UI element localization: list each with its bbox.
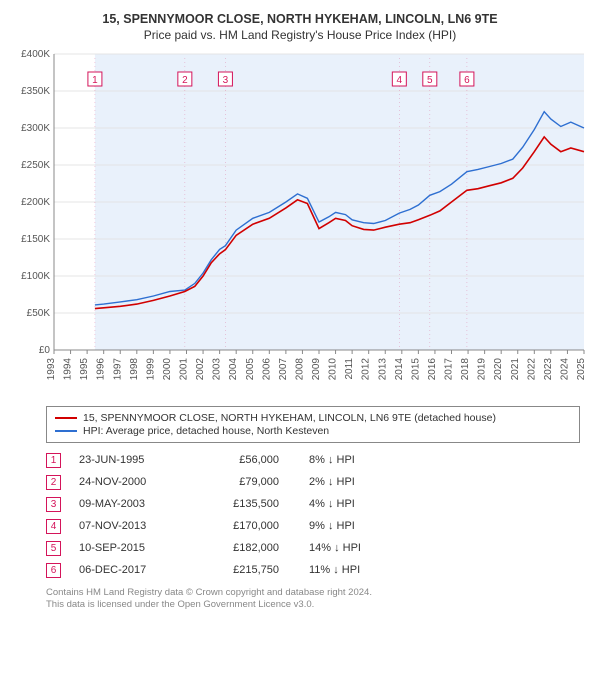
svg-text:1995: 1995 xyxy=(79,358,90,381)
footer-line2: This data is licensed under the Open Gov… xyxy=(46,599,580,611)
footer: Contains HM Land Registry data © Crown c… xyxy=(46,587,580,611)
title-line2: Price paid vs. HM Land Registry's House … xyxy=(10,28,590,42)
marker-icon: 6 xyxy=(46,563,61,578)
svg-text:£250K: £250K xyxy=(21,160,50,171)
svg-text:2015: 2015 xyxy=(410,358,421,381)
svg-text:2003: 2003 xyxy=(212,358,223,381)
svg-text:2016: 2016 xyxy=(427,358,438,381)
svg-text:4: 4 xyxy=(397,75,403,86)
legend-label-blue: HPI: Average price, detached house, Nort… xyxy=(83,425,329,437)
tx-price: £170,000 xyxy=(209,520,309,532)
svg-text:1: 1 xyxy=(92,75,98,86)
svg-text:£350K: £350K xyxy=(21,86,50,97)
tx-delta: 9% ↓ HPI xyxy=(309,520,419,532)
svg-text:1999: 1999 xyxy=(145,358,156,381)
legend-swatch-blue xyxy=(55,430,77,432)
price-chart: £0 £50K £100K £150K £200K £250K £300K £350K £400… xyxy=(10,48,590,398)
svg-text:5: 5 xyxy=(427,75,433,86)
svg-text:2019: 2019 xyxy=(477,358,488,381)
tx-price: £215,750 xyxy=(209,564,309,576)
svg-text:2006: 2006 xyxy=(261,358,272,381)
svg-text:2020: 2020 xyxy=(493,358,504,381)
marker-icon: 2 xyxy=(46,475,61,490)
svg-text:2011: 2011 xyxy=(344,358,355,380)
tx-date: 10-SEP-2015 xyxy=(79,542,209,554)
tx-price: £182,000 xyxy=(209,542,309,554)
tx-date: 24-NOV-2000 xyxy=(79,476,209,488)
svg-text:2012: 2012 xyxy=(361,358,372,381)
marker-icon: 4 xyxy=(46,519,61,534)
chart-title-block: 15, SPENNYMOOR CLOSE, NORTH HYKEHAM, LIN… xyxy=(10,12,590,42)
svg-text:£0: £0 xyxy=(39,345,51,356)
svg-text:1998: 1998 xyxy=(129,358,140,381)
svg-text:2007: 2007 xyxy=(278,358,289,381)
svg-text:£200K: £200K xyxy=(21,197,50,208)
svg-text:2025: 2025 xyxy=(576,358,587,381)
legend-item-red: 15, SPENNYMOOR CLOSE, NORTH HYKEHAM, LIN… xyxy=(55,412,571,424)
marker-icon: 1 xyxy=(46,453,61,468)
table-row: 2 24-NOV-2000£79,0002% ↓ HPI xyxy=(46,471,580,493)
marker-icon: 5 xyxy=(46,541,61,556)
tx-price: £79,000 xyxy=(209,476,309,488)
svg-text:£50K: £50K xyxy=(27,308,51,319)
tx-price: £135,500 xyxy=(209,498,309,510)
svg-text:6: 6 xyxy=(464,75,470,86)
table-row: 5 10-SEP-2015£182,00014% ↓ HPI xyxy=(46,537,580,559)
legend-swatch-red xyxy=(55,417,77,419)
svg-text:2013: 2013 xyxy=(377,358,388,381)
svg-text:£400K: £400K xyxy=(21,49,50,60)
svg-text:2004: 2004 xyxy=(228,358,239,381)
svg-text:2: 2 xyxy=(182,75,188,86)
tx-date: 23-JUN-1995 xyxy=(79,454,209,466)
svg-text:1996: 1996 xyxy=(96,358,107,381)
svg-text:2008: 2008 xyxy=(294,358,305,381)
marker-icon: 3 xyxy=(46,497,61,512)
table-row: 4 07-NOV-2013£170,0009% ↓ HPI xyxy=(46,515,580,537)
legend: 15, SPENNYMOOR CLOSE, NORTH HYKEHAM, LIN… xyxy=(46,406,580,443)
svg-text:£100K: £100K xyxy=(21,271,50,282)
legend-label-red: 15, SPENNYMOOR CLOSE, NORTH HYKEHAM, LIN… xyxy=(83,412,496,424)
tx-delta: 8% ↓ HPI xyxy=(309,454,419,466)
svg-text:2023: 2023 xyxy=(543,358,554,381)
table-row: 1 23-JUN-1995£56,0008% ↓ HPI xyxy=(46,449,580,471)
svg-text:1994: 1994 xyxy=(63,358,74,381)
svg-text:1993: 1993 xyxy=(46,358,57,381)
tx-price: £56,000 xyxy=(209,454,309,466)
footer-line1: Contains HM Land Registry data © Crown c… xyxy=(46,587,580,599)
svg-text:2001: 2001 xyxy=(179,358,190,381)
title-line1: 15, SPENNYMOOR CLOSE, NORTH HYKEHAM, LIN… xyxy=(10,12,590,26)
svg-text:£300K: £300K xyxy=(21,123,50,134)
svg-text:3: 3 xyxy=(223,75,229,86)
tx-delta: 11% ↓ HPI xyxy=(309,564,419,576)
tx-delta: 14% ↓ HPI xyxy=(309,542,419,554)
svg-text:2024: 2024 xyxy=(559,358,570,381)
svg-text:2009: 2009 xyxy=(311,358,322,381)
table-row: 6 06-DEC-2017£215,75011% ↓ HPI xyxy=(46,559,580,581)
svg-text:£150K: £150K xyxy=(21,234,50,245)
tx-delta: 4% ↓ HPI xyxy=(309,498,419,510)
svg-text:2000: 2000 xyxy=(162,358,173,381)
legend-item-blue: HPI: Average price, detached house, Nort… xyxy=(55,425,571,437)
tx-date: 06-DEC-2017 xyxy=(79,564,209,576)
tx-date: 09-MAY-2003 xyxy=(79,498,209,510)
svg-text:2021: 2021 xyxy=(510,358,521,381)
table-row: 3 09-MAY-2003£135,5004% ↓ HPI xyxy=(46,493,580,515)
svg-text:2005: 2005 xyxy=(245,358,256,381)
tx-delta: 2% ↓ HPI xyxy=(309,476,419,488)
svg-text:2022: 2022 xyxy=(526,358,537,381)
svg-text:2017: 2017 xyxy=(444,358,455,381)
svg-text:2010: 2010 xyxy=(328,358,339,381)
svg-text:2018: 2018 xyxy=(460,358,471,381)
tx-date: 07-NOV-2013 xyxy=(79,520,209,532)
svg-text:2002: 2002 xyxy=(195,358,206,381)
svg-text:1997: 1997 xyxy=(112,358,123,381)
svg-text:2014: 2014 xyxy=(394,358,405,381)
transaction-table: 123-JUN-1995£56,0008% ↓ HPI224-NOV-2000£… xyxy=(46,449,580,581)
